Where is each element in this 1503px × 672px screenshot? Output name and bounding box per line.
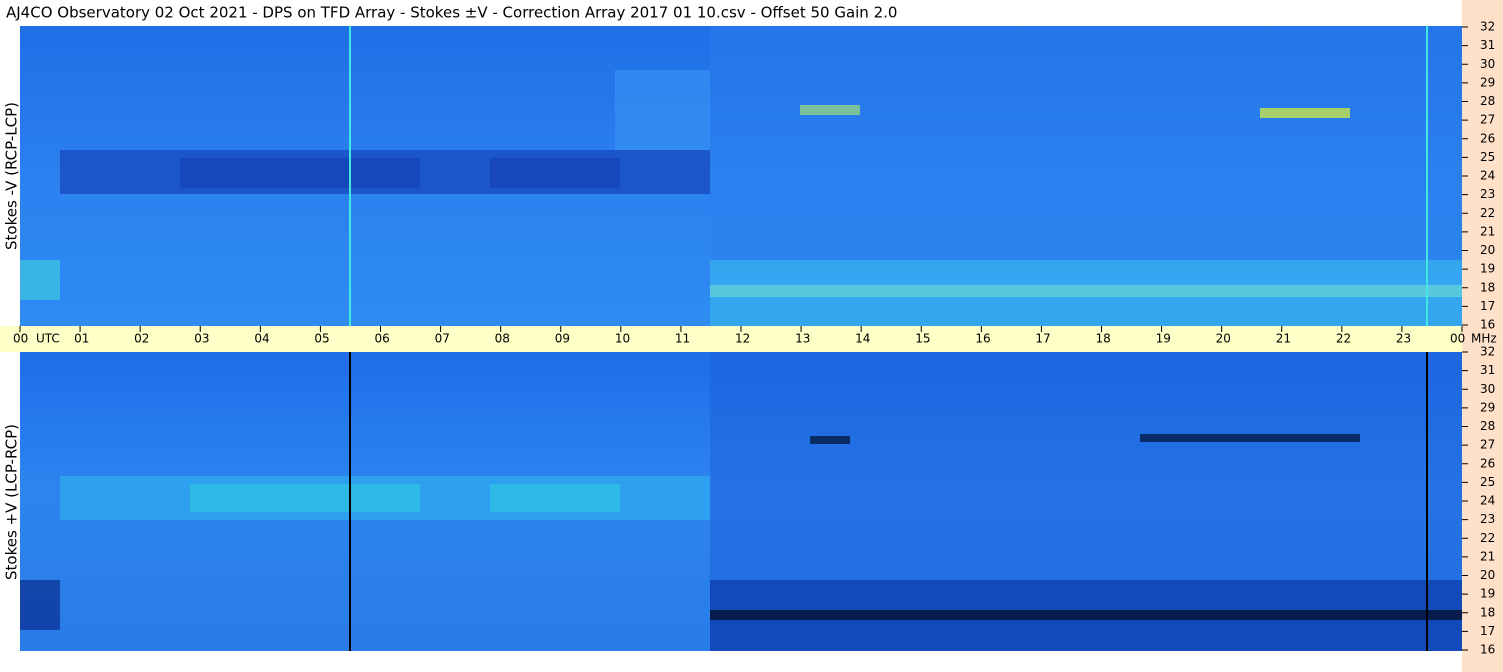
x-tick-label: 16 bbox=[975, 332, 990, 346]
y-tick-label: 31 bbox=[1480, 363, 1495, 377]
y-tick-label: 27 bbox=[1480, 113, 1495, 127]
x-unit-label: UTC bbox=[36, 332, 60, 346]
y-tick-label: 26 bbox=[1480, 456, 1495, 470]
x-tick-label: 10 bbox=[615, 332, 630, 346]
y-tick-label: 29 bbox=[1480, 75, 1495, 89]
y-tick-label: 20 bbox=[1480, 243, 1495, 257]
x-tick-label: 07 bbox=[435, 332, 450, 346]
y-tick-label: 18 bbox=[1480, 605, 1495, 619]
y-tick-label: 23 bbox=[1480, 512, 1495, 526]
time-axis-strip bbox=[0, 326, 1462, 352]
x-tick-label: 18 bbox=[1096, 332, 1111, 346]
y-tick-label: 25 bbox=[1480, 150, 1495, 164]
top-spectrogram bbox=[20, 26, 1462, 326]
y-tick-label: 25 bbox=[1480, 475, 1495, 489]
x-tick-label: 23 bbox=[1396, 332, 1411, 346]
bottom-spectrogram bbox=[20, 352, 1462, 651]
y-tick-label: 30 bbox=[1480, 382, 1495, 396]
x-tick-label: 19 bbox=[1156, 332, 1171, 346]
y-tick-label: 21 bbox=[1480, 224, 1495, 238]
y-tick-label: 28 bbox=[1480, 94, 1495, 108]
bottom-margin bbox=[0, 651, 1462, 672]
x-tick-label: 13 bbox=[795, 332, 810, 346]
x-tick-label: 04 bbox=[254, 332, 269, 346]
x-tick-label: 03 bbox=[194, 332, 209, 346]
y-tick-label: 32 bbox=[1480, 345, 1495, 359]
x-tick-label: 12 bbox=[735, 332, 750, 346]
y-tick-label: 18 bbox=[1480, 280, 1495, 294]
y-tick-label: 21 bbox=[1480, 549, 1495, 563]
y-tick-label: 16 bbox=[1480, 318, 1495, 332]
y-tick-label: 24 bbox=[1480, 494, 1495, 508]
y-tick-label: 16 bbox=[1480, 643, 1495, 657]
y-tick-label: 30 bbox=[1480, 57, 1495, 71]
y-tick-label: 17 bbox=[1480, 624, 1495, 638]
x-tick-label: 06 bbox=[375, 332, 390, 346]
x-tick-label: 09 bbox=[555, 332, 570, 346]
y-tick-label: 24 bbox=[1480, 169, 1495, 183]
y-tick-label: 28 bbox=[1480, 419, 1495, 433]
x-tick-label: 20 bbox=[1216, 332, 1231, 346]
x-tick-label: 21 bbox=[1276, 332, 1291, 346]
x-tick-label: 00 bbox=[13, 332, 28, 346]
x-tick-label: 00 bbox=[1450, 332, 1465, 346]
y-tick-label: 26 bbox=[1480, 131, 1495, 145]
x-tick-label: 17 bbox=[1035, 332, 1050, 346]
y-axis-label: Stokes +V (LCP-RCP) bbox=[3, 424, 21, 580]
x-tick-label: 08 bbox=[495, 332, 510, 346]
y-tick-label: 31 bbox=[1480, 38, 1495, 52]
y-tick-label: 23 bbox=[1480, 187, 1495, 201]
x-tick-label: 22 bbox=[1336, 332, 1351, 346]
x-tick-label: 01 bbox=[74, 332, 89, 346]
y-tick-label: 19 bbox=[1480, 262, 1495, 276]
x-tick-label: 02 bbox=[134, 332, 149, 346]
y-tick-label: 22 bbox=[1480, 531, 1495, 545]
y-unit-label: MHz bbox=[1471, 332, 1497, 346]
y-tick-label: 17 bbox=[1480, 299, 1495, 313]
chart-title: AJ4CO Observatory 02 Oct 2021 - DPS on T… bbox=[6, 4, 897, 22]
y-tick-label: 29 bbox=[1480, 400, 1495, 414]
x-tick-label: 14 bbox=[855, 332, 870, 346]
x-tick-label: 15 bbox=[915, 332, 930, 346]
y-tick-label: 19 bbox=[1480, 587, 1495, 601]
x-tick-label: 11 bbox=[675, 332, 690, 346]
y-tick-label: 22 bbox=[1480, 206, 1495, 220]
y-tick-label: 27 bbox=[1480, 438, 1495, 452]
y-tick-label: 20 bbox=[1480, 568, 1495, 582]
x-tick-label: 05 bbox=[314, 332, 329, 346]
y-tick-label: 32 bbox=[1480, 20, 1495, 34]
frequency-axis-strip bbox=[1462, 0, 1503, 672]
y-axis-label: Stokes -V (RCP-LCP) bbox=[3, 102, 21, 250]
